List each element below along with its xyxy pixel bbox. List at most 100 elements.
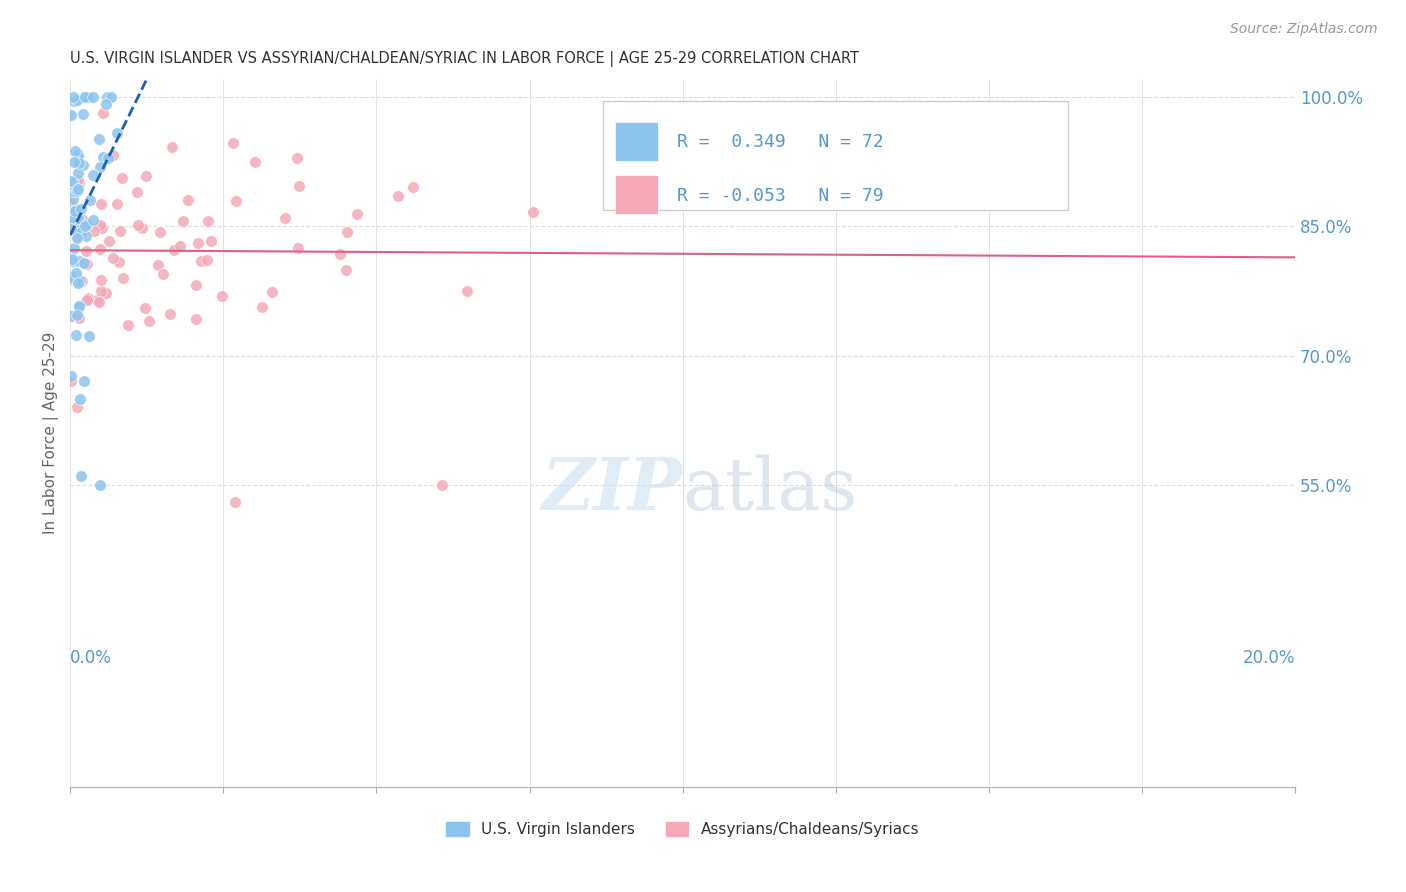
Point — [62, 185, 84, 199]
Point — [111, 171, 134, 186]
Point — [76, 89, 98, 103]
Point — [89, 478, 111, 492]
Point — [89, 132, 111, 146]
Point — [73, 89, 96, 103]
Point — [146, 259, 169, 273]
Point — [211, 289, 233, 303]
Point — [62, 192, 84, 206]
Text: R =  0.349   N = 72: R = 0.349 N = 72 — [676, 134, 883, 152]
Point — [91, 221, 114, 235]
Point — [67, 211, 90, 225]
Point — [197, 214, 219, 228]
Point — [66, 231, 89, 245]
Point — [91, 105, 114, 120]
Point — [169, 239, 191, 253]
Point — [66, 146, 89, 161]
Point — [288, 178, 311, 193]
Point — [65, 202, 87, 216]
Point — [69, 225, 91, 239]
Point — [77, 291, 100, 305]
Point — [63, 241, 86, 255]
Point — [329, 247, 352, 261]
Point — [184, 312, 207, 326]
Point — [69, 392, 91, 406]
Point — [285, 151, 308, 165]
Point — [243, 155, 266, 169]
Point — [77, 328, 100, 343]
Point — [187, 235, 209, 250]
Point — [287, 241, 309, 255]
Point — [70, 274, 93, 288]
Point — [225, 194, 247, 209]
Point — [172, 214, 194, 228]
Point — [60, 269, 83, 284]
Point — [59, 211, 82, 225]
Point — [59, 197, 82, 211]
Point — [149, 226, 172, 240]
Y-axis label: In Labor Force | Age 25-29: In Labor Force | Age 25-29 — [44, 332, 59, 534]
Point — [190, 254, 212, 268]
Text: ZIP: ZIP — [541, 454, 683, 525]
Point — [98, 234, 121, 248]
Point — [63, 217, 86, 231]
Point — [91, 150, 114, 164]
Point — [125, 186, 148, 200]
Point — [96, 89, 118, 103]
Point — [66, 401, 89, 415]
Point — [66, 151, 89, 165]
Point — [72, 213, 94, 227]
Point — [67, 253, 90, 268]
Point — [135, 169, 157, 184]
Point — [59, 369, 82, 384]
Point — [63, 144, 86, 158]
Point — [75, 89, 97, 103]
Point — [75, 244, 97, 258]
Point — [105, 126, 128, 140]
Point — [105, 197, 128, 211]
Point — [67, 310, 90, 325]
Point — [66, 308, 89, 322]
Point — [72, 158, 94, 172]
Point — [101, 251, 124, 265]
Point — [60, 272, 83, 286]
Point — [66, 166, 89, 180]
Point — [77, 89, 100, 103]
Point — [163, 244, 186, 258]
Text: 0.0%: 0.0% — [70, 649, 112, 667]
Point — [138, 313, 160, 327]
Point — [152, 267, 174, 281]
Point — [111, 271, 134, 285]
Text: Source: ZipAtlas.com: Source: ZipAtlas.com — [1230, 22, 1378, 37]
Point — [66, 215, 89, 229]
Point — [65, 266, 87, 280]
Point — [66, 184, 89, 198]
Point — [60, 254, 83, 268]
Point — [67, 226, 90, 240]
Point — [90, 272, 112, 286]
Point — [66, 93, 89, 107]
Point — [250, 300, 273, 314]
Point — [60, 222, 83, 236]
Point — [82, 213, 104, 227]
Point — [59, 174, 82, 188]
Point — [63, 94, 86, 108]
Point — [63, 254, 86, 268]
Point — [260, 285, 283, 300]
Point — [94, 97, 117, 112]
Point — [69, 274, 91, 288]
Text: 20.0%: 20.0% — [1243, 649, 1295, 667]
Point — [100, 89, 122, 103]
Point — [62, 222, 84, 236]
Point — [60, 375, 83, 389]
Point — [73, 89, 96, 103]
Point — [89, 220, 111, 235]
Point — [131, 221, 153, 235]
Point — [86, 293, 108, 307]
Point — [273, 211, 295, 225]
Point — [67, 155, 90, 169]
Point — [63, 203, 86, 218]
Point — [522, 205, 544, 219]
Point — [75, 229, 97, 244]
Point — [70, 469, 93, 483]
Point — [65, 182, 87, 196]
